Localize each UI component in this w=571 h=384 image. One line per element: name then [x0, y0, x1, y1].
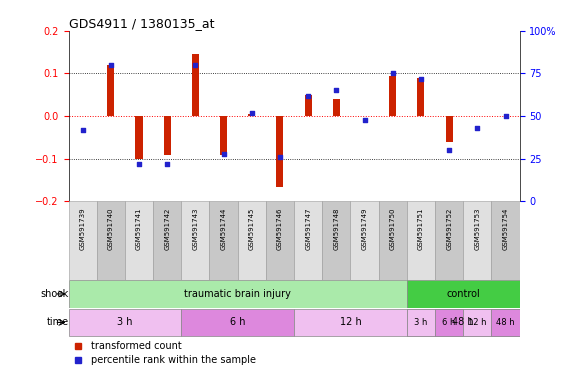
Text: GSM591744: GSM591744: [220, 208, 227, 250]
Text: transformed count: transformed count: [91, 341, 182, 351]
Bar: [389, 76, 396, 116]
Bar: [407, 309, 435, 336]
Point: [78, 127, 87, 133]
Text: GSM591743: GSM591743: [192, 208, 198, 250]
Text: GSM591739: GSM591739: [79, 208, 86, 250]
Bar: [351, 202, 379, 280]
Text: 6 h: 6 h: [443, 318, 456, 327]
Point: [106, 62, 115, 68]
Point: [360, 116, 369, 122]
Point: [163, 161, 172, 167]
Bar: [192, 54, 199, 116]
Point: [501, 113, 510, 119]
Bar: [417, 78, 424, 116]
Point: [304, 93, 313, 99]
Bar: [107, 65, 114, 116]
Bar: [164, 116, 171, 154]
Text: time: time: [46, 318, 69, 328]
Text: GSM591751: GSM591751: [418, 208, 424, 250]
Text: GSM591753: GSM591753: [475, 208, 480, 250]
Text: shock: shock: [41, 289, 69, 299]
Bar: [220, 116, 227, 154]
Bar: [153, 202, 182, 280]
Bar: [69, 309, 182, 336]
Text: GSM591752: GSM591752: [446, 208, 452, 250]
Point: [219, 151, 228, 157]
Bar: [445, 116, 453, 142]
Point: [473, 125, 482, 131]
Text: GSM591745: GSM591745: [249, 208, 255, 250]
Text: 48 h: 48 h: [452, 318, 474, 328]
Point: [332, 88, 341, 94]
Bar: [125, 202, 153, 280]
Point: [445, 147, 454, 153]
Text: 6 h: 6 h: [230, 318, 246, 328]
Text: GSM591741: GSM591741: [136, 208, 142, 250]
Bar: [492, 202, 520, 280]
Bar: [276, 116, 283, 187]
Bar: [379, 202, 407, 280]
Bar: [69, 280, 407, 308]
Text: GSM591754: GSM591754: [502, 208, 509, 250]
Point: [416, 75, 425, 81]
Text: GSM591740: GSM591740: [108, 208, 114, 250]
Bar: [96, 202, 125, 280]
Text: traumatic brain injury: traumatic brain injury: [184, 289, 291, 299]
Bar: [294, 202, 322, 280]
Bar: [322, 202, 351, 280]
Point: [247, 109, 256, 116]
Bar: [294, 309, 407, 336]
Text: GSM591747: GSM591747: [305, 208, 311, 250]
Bar: [463, 309, 492, 336]
Bar: [182, 309, 294, 336]
Text: GSM591742: GSM591742: [164, 208, 170, 250]
Text: GSM591750: GSM591750: [390, 208, 396, 250]
Bar: [238, 202, 266, 280]
Point: [134, 161, 143, 167]
Text: 3 h: 3 h: [414, 318, 428, 327]
Text: percentile rank within the sample: percentile rank within the sample: [91, 355, 256, 365]
Point: [388, 70, 397, 76]
Bar: [435, 309, 463, 336]
Point: [191, 62, 200, 68]
Text: GSM591746: GSM591746: [277, 208, 283, 250]
Text: GSM591748: GSM591748: [333, 208, 339, 250]
Bar: [182, 202, 210, 280]
Text: GDS4911 / 1380135_at: GDS4911 / 1380135_at: [69, 17, 214, 30]
Text: control: control: [447, 289, 480, 299]
Bar: [407, 309, 520, 336]
Point: [275, 154, 284, 160]
Text: 48 h: 48 h: [496, 318, 515, 327]
Text: GSM591749: GSM591749: [361, 208, 368, 250]
Bar: [333, 99, 340, 116]
Bar: [135, 116, 143, 159]
Text: 12 h: 12 h: [340, 318, 361, 328]
Bar: [407, 202, 435, 280]
Text: 3 h: 3 h: [117, 318, 132, 328]
Bar: [463, 202, 492, 280]
Bar: [492, 309, 520, 336]
Bar: [69, 202, 96, 280]
Bar: [248, 114, 255, 116]
Bar: [305, 95, 312, 116]
Bar: [435, 202, 463, 280]
Bar: [266, 202, 294, 280]
Bar: [407, 280, 520, 308]
Bar: [210, 202, 238, 280]
Text: 12 h: 12 h: [468, 318, 486, 327]
